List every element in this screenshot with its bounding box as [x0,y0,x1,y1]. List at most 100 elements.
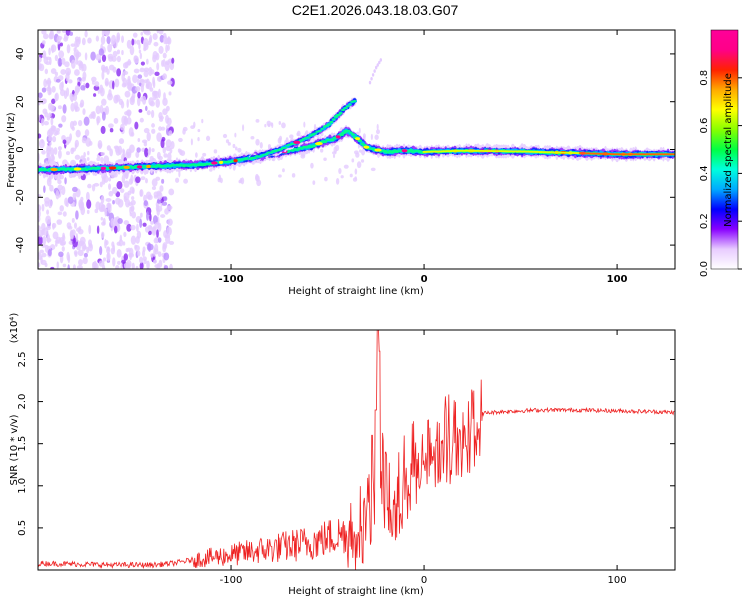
noise-blob [136,147,141,153]
noise-blob [130,95,135,103]
noise-blob [125,151,130,159]
ridge-main [294,148,301,151]
noise-blob [93,93,97,97]
noise-blob [65,67,71,76]
noise-blob [66,87,70,97]
noise-blob [51,222,57,229]
noise-blob [131,196,135,201]
noise-blob [255,173,259,181]
noise-blob [70,93,74,103]
ridge-main [346,129,351,132]
noise-blob [49,184,54,192]
noise-blob [46,129,53,138]
ridge-upper [345,105,350,108]
ridge-upper [306,137,311,139]
noise-blob [79,240,83,247]
noise-blob [38,229,44,238]
noise-blob [56,261,59,269]
y-tick-label: 1.0 [17,478,28,494]
noise-blob [151,123,155,128]
noise-blob [84,129,90,137]
noise-blob [376,129,380,135]
noise-blob [300,154,306,159]
noise-blob [134,244,138,250]
noise-blob [163,196,168,202]
noise-blob [109,128,114,133]
noise-blob [48,136,53,142]
noise-blob [107,53,114,60]
snr-frame [37,329,676,571]
noise-blob [39,249,45,254]
noise-blob [110,247,116,255]
noise-blob [332,153,336,159]
noise-blob [38,97,42,102]
noise-blob [102,217,106,225]
noise-blob [354,176,357,180]
noise-blob [88,243,94,252]
noise-blob [360,159,365,163]
noise-blob [256,179,262,187]
noise-blob [126,223,132,232]
x-tick-label: 100 [607,274,628,285]
ridge-upper [329,120,334,124]
noise-blob [123,117,129,126]
noise-blob [101,70,105,80]
noise-blob [169,61,175,71]
noise-blob [86,246,90,254]
noise-blob [201,118,204,124]
noise-blob [153,237,159,244]
noise-blob [56,35,61,45]
noise-blob [271,122,274,128]
noise-blob [61,30,68,34]
noise-blob [96,117,100,126]
noise-blob [85,82,90,89]
noise-blob [303,121,306,128]
noise-blob [96,225,100,234]
colorbar: 0.0 0.2 0.4 0.6 0.8 Normalized spectral ampl… [699,29,742,277]
noise-blob [75,210,79,220]
noise-blob [281,122,286,129]
noise-blob [149,69,155,75]
noise-blob [356,161,362,169]
noise-blob [59,89,66,97]
noise-blob [38,114,41,122]
noise-blob [137,137,141,142]
noise-blob [48,47,51,56]
noise-blob [102,66,108,73]
noise-blob [259,142,263,149]
noise-blob [83,252,88,258]
noise-blob [41,150,46,155]
ridge-upper [327,123,332,126]
noise-blob [140,176,146,181]
noise-blob [162,73,167,80]
ridge-upper [308,134,313,137]
noise-blob [266,120,272,127]
noise-blob [153,41,159,47]
noise-blob [115,197,121,205]
noise-blob [145,178,148,184]
noise-blob [83,151,86,158]
noise-blob [100,35,106,45]
noise-blob [359,149,362,153]
noise-blob [47,157,52,165]
ridge-main-hotspot [108,166,117,170]
noise-blob [80,84,86,91]
colorbar-ticks: 0.0 0.2 0.4 0.6 0.8 [699,70,742,277]
ridge-upper [318,130,322,133]
colorbar-tick-label: 0.8 [699,70,710,86]
noise-blob [69,31,74,36]
noise-blob [65,151,71,156]
noise-blob [62,104,67,114]
noise-blob [205,135,211,141]
noise-blob [50,266,55,269]
noise-blob [127,190,132,196]
noise-blob [58,58,63,67]
noise-blob [127,247,131,252]
noise-blob [144,147,149,158]
noise-blob [126,81,133,90]
noise-blob [102,257,107,262]
noise-blob [121,72,125,82]
noise-blob [222,133,228,139]
noise-blob [182,129,186,135]
